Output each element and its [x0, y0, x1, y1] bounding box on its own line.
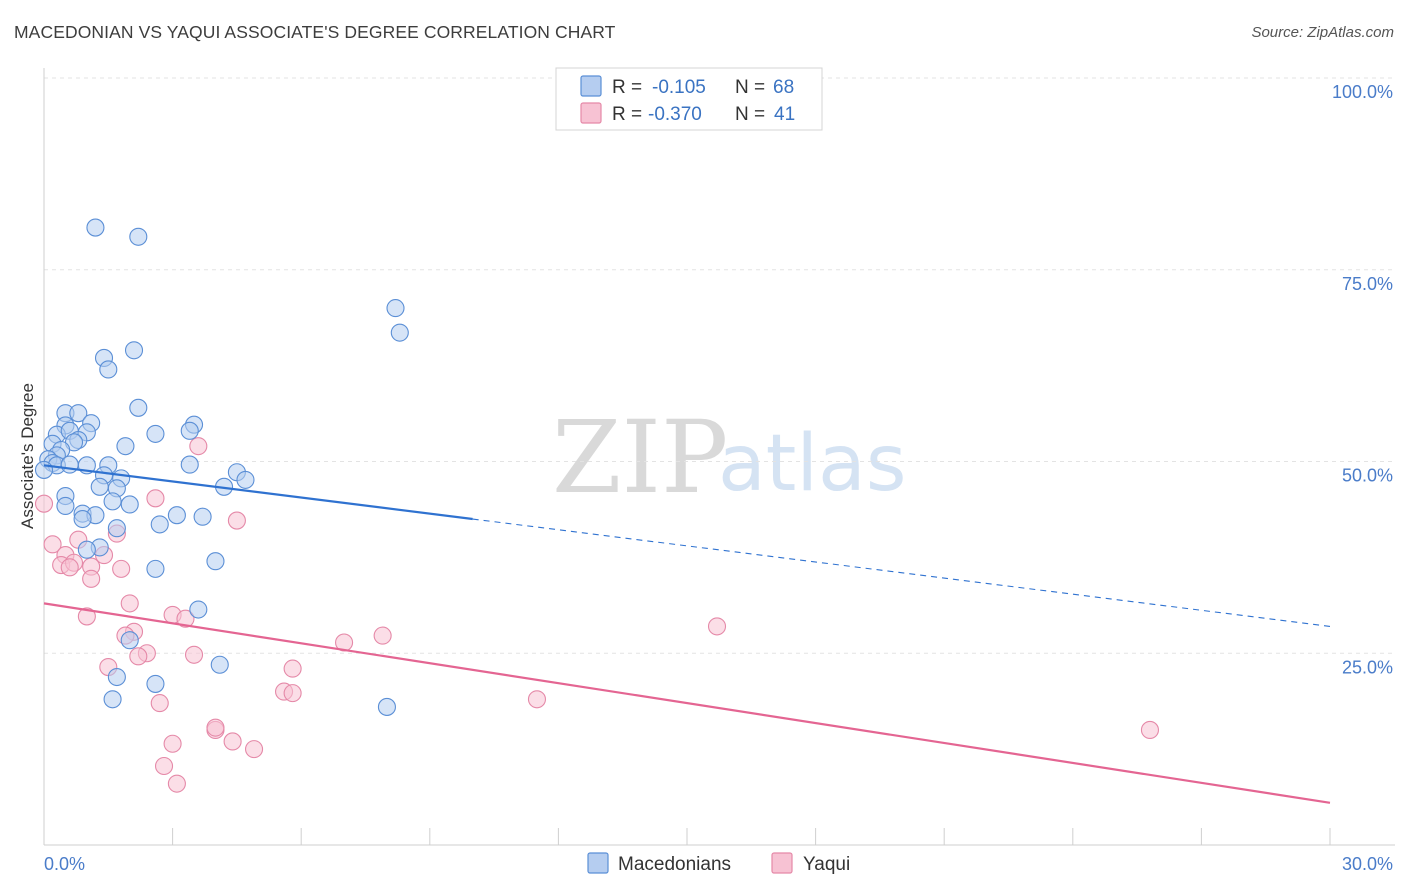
macedonian-point-46 [193, 507, 212, 526]
macedonian-trend-extension [472, 518, 1331, 627]
macedonian-point-40 [103, 492, 122, 511]
yaqui-point-36 [223, 732, 242, 751]
yaqui-point-40 [167, 774, 186, 793]
legend-n-value-pink: 41 [774, 104, 795, 125]
legend-r-value-blue: -0.105 [652, 77, 706, 98]
macedonian-point-4 [124, 341, 144, 360]
macedonian-point-1 [129, 227, 148, 246]
macedonian-point-17 [146, 424, 165, 443]
yaqui-point-18 [77, 607, 96, 626]
macedonian-point-45 [167, 506, 186, 525]
macedonian-point-6 [99, 360, 118, 379]
legend-swatch-pink [580, 102, 602, 124]
y-tick-label-25: 25.0% [1342, 657, 1393, 677]
macedonian-point-57 [107, 667, 126, 687]
macedonian-point-53 [146, 559, 165, 578]
macedonian-point-42 [56, 496, 75, 516]
macedonian-point-54 [189, 600, 208, 619]
legend-swatch-blue [580, 75, 602, 97]
yaqui-point-2 [146, 489, 165, 508]
macedonian-point-41 [120, 495, 139, 514]
legend-label-yaqui: Yaqui [803, 854, 850, 875]
yaqui-point-39 [154, 756, 174, 776]
y-tick-label-50: 50.0% [1342, 466, 1393, 486]
yaqui-point-0 [189, 437, 208, 456]
yaqui-points [34, 437, 1160, 793]
yaqui-point-12 [60, 558, 79, 577]
watermark-zip: ZIP [552, 399, 728, 516]
macedonian-point-27 [60, 455, 79, 474]
macedonian-point-3 [390, 323, 409, 342]
legend-r-value-pink: -0.370 [648, 104, 702, 125]
yaqui-point-30 [283, 684, 302, 703]
yaqui-point-15 [120, 594, 139, 613]
macedonian-point-36 [90, 477, 109, 496]
macedonian-trend-line [43, 464, 473, 521]
legend-r-label-blue: R = [612, 77, 642, 98]
macedonian-point-51 [77, 540, 96, 559]
x-tick-label-max: 30.0% [1342, 854, 1393, 874]
x-ticks [43, 828, 1331, 845]
yaqui-point-1 [34, 494, 54, 513]
trend-lines [43, 464, 1331, 804]
legend-n-label-blue: N = [735, 77, 765, 98]
yaqui-point-5 [43, 535, 62, 554]
macedonian-point-22 [116, 437, 135, 456]
yaqui-point-17 [176, 609, 195, 628]
macedonian-point-16 [180, 421, 199, 440]
y-tick-label-75: 75.0% [1342, 274, 1393, 294]
macedonian-point-30 [180, 455, 199, 474]
yaqui-point-26 [129, 647, 148, 666]
yaqui-point-31 [527, 690, 547, 709]
yaqui-point-14 [82, 569, 101, 588]
yaqui-point-3 [227, 511, 246, 530]
chart-title: MACEDONIAN VS YAQUI ASSOCIATE'S DEGREE C… [14, 22, 616, 42]
yaqui-point-34 [206, 718, 225, 737]
legend-marker-yaqui [771, 852, 793, 874]
yaqui-point-35 [1140, 720, 1160, 740]
macedonian-point-35 [236, 470, 255, 489]
macedonian-point-60 [377, 697, 396, 716]
y-tick-labels: 25.0% 50.0% 75.0% 100.0% [1332, 82, 1393, 677]
macedonian-point-58 [146, 674, 165, 693]
macedonian-point-56 [210, 655, 229, 674]
y-tick-label-100: 100.0% [1332, 82, 1393, 102]
x-tick-label-min: 0.0% [44, 854, 85, 874]
macedonian-point-2 [386, 299, 405, 318]
watermark-atlas: atlas [718, 419, 907, 509]
yaqui-point-32 [150, 694, 169, 713]
yaqui-point-20 [373, 626, 392, 645]
legend-marker-macedonians [587, 852, 609, 874]
macedonian-point-48 [150, 515, 169, 534]
macedonian-point-7 [129, 398, 148, 417]
yaqui-point-37 [163, 734, 182, 753]
macedonian-point-9 [69, 404, 88, 423]
macedonian-point-0 [86, 218, 105, 237]
yaqui-point-19 [707, 617, 727, 636]
legend-n-value-blue: 68 [773, 77, 794, 98]
source-label: Source: ZipAtlas.com [1251, 24, 1394, 41]
yaqui-point-38 [244, 740, 264, 759]
macedonian-point-49 [107, 519, 126, 538]
yaqui-point-25 [184, 645, 204, 664]
macedonian-point-55 [120, 631, 139, 650]
yaqui-point-27 [283, 659, 302, 678]
yaqui-trend-line [43, 602, 1331, 804]
series-legend: Macedonians Yaqui [587, 852, 850, 875]
gridlines [44, 77, 1395, 654]
legend-n-label-pink: N = [735, 104, 765, 125]
macedonian-point-31 [34, 460, 54, 479]
macedonian-point-52 [206, 552, 225, 571]
yaqui-point-13 [112, 559, 131, 578]
y-axis-label: Associate's Degree [18, 383, 37, 529]
legend-r-label-pink: R = [612, 104, 642, 125]
macedonian-point-47 [73, 509, 92, 529]
stats-legend: R = -0.105 N = 68 R = -0.370 N = 41 [555, 67, 823, 131]
legend-label-macedonians: Macedonians [618, 854, 731, 875]
macedonian-point-59 [103, 690, 122, 709]
